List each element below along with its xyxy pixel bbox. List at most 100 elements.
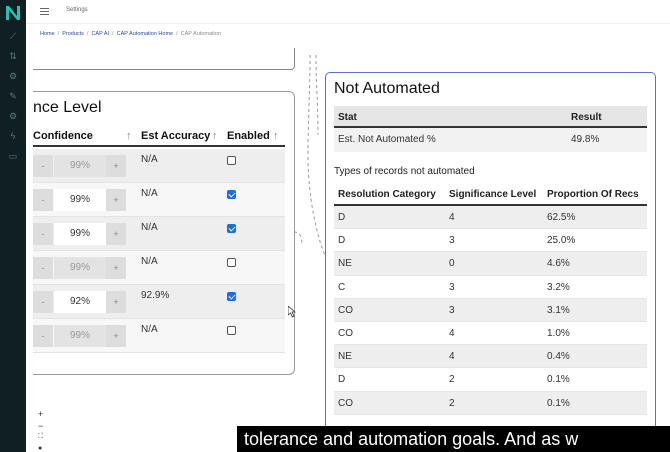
gear-icon[interactable]: ⚙ xyxy=(8,71,18,81)
sort-arrow-icon[interactable]: ↑ xyxy=(126,130,132,142)
table-row: -99% + N/A xyxy=(33,149,285,183)
resolution-category-cell: D xyxy=(338,235,346,247)
table-row: -92% +92.9% xyxy=(33,285,285,319)
est-accuracy-cell: N/A xyxy=(141,154,158,165)
confidence-input[interactable]: 99% xyxy=(54,155,106,177)
accuracy-column-header[interactable]: Est Accuracy xyxy=(141,130,211,142)
increment-button[interactable]: + xyxy=(106,189,126,211)
breadcrumb-cap-ai[interactable]: CAP AI xyxy=(91,31,110,37)
card-icon[interactable]: ▭ xyxy=(8,151,18,161)
resolution-category-cell: CO xyxy=(338,327,353,339)
page-title: Settings xyxy=(66,7,88,13)
proportion-header: Proportion Of Recs xyxy=(547,189,639,200)
proportion-cell: 3.1% xyxy=(547,304,570,316)
resolution-category-cell: NE xyxy=(338,258,352,270)
edge-connector xyxy=(293,55,326,256)
est-accuracy-cell: N/A xyxy=(141,222,158,233)
table-row: CO 4 1.0% xyxy=(334,322,647,346)
result-cell: 49.8% xyxy=(571,134,600,145)
confidence-table-header: Confidence ↑ Est Accuracy ↑ Enabled ↑ xyxy=(33,125,285,147)
increment-button[interactable]: + xyxy=(106,223,126,245)
decrement-button[interactable]: - xyxy=(33,155,53,177)
decrement-button[interactable]: - xyxy=(33,257,53,279)
confidence-level-title: nce Level xyxy=(33,99,102,116)
zoom-out-button[interactable]: − xyxy=(38,421,44,431)
significance-level-cell: 4 xyxy=(449,351,455,363)
settings-icon[interactable]: ⚙ xyxy=(8,111,18,121)
est-accuracy-cell: 92.9% xyxy=(141,290,170,301)
significance-level-cell: 4 xyxy=(449,327,455,339)
enabled-checkbox[interactable] xyxy=(227,258,236,267)
decrement-button[interactable]: - xyxy=(33,223,53,245)
breadcrumb: Home / Products / CAP AI / CAP Automatio… xyxy=(40,31,221,37)
table-row: NE 4 0.4% xyxy=(334,345,647,369)
resolution-category-cell: CO xyxy=(338,397,353,409)
proportion-cell: 0.1% xyxy=(547,397,570,409)
sort-icon[interactable]: ⇅ xyxy=(9,51,17,61)
flash-icon[interactable]: ϟ xyxy=(10,131,16,141)
resolution-category-cell: C xyxy=(338,281,346,293)
table-row: -99% + N/A xyxy=(33,319,285,353)
enabled-checkbox[interactable] xyxy=(227,326,236,335)
proportion-cell: 3.2% xyxy=(547,281,570,293)
est-accuracy-cell: N/A xyxy=(141,256,158,267)
table-row: D 2 0.1% xyxy=(334,368,647,392)
table-row: C 3 3.2% xyxy=(334,276,647,299)
table-row: CO 2 0.1% xyxy=(334,391,647,415)
decrement-button[interactable]: - xyxy=(33,291,53,313)
zoom-in-button[interactable]: + xyxy=(38,409,44,419)
confidence-input[interactable]: 99% xyxy=(54,223,106,245)
decrement-button[interactable]: - xyxy=(33,189,53,211)
increment-button[interactable]: + xyxy=(106,155,126,177)
significance-level-header: Significance Level xyxy=(449,189,537,200)
table-row: -99% + N/A xyxy=(33,183,285,217)
sort-arrow-icon[interactable]: ↑ xyxy=(212,130,218,142)
confidence-input[interactable]: 99% xyxy=(54,257,106,279)
app-logo[interactable] xyxy=(4,4,22,22)
decrement-button[interactable]: - xyxy=(33,325,53,347)
app-sidebar: ⟋ ⇅ ⚙ ✎ ⚙ ϟ ▭ xyxy=(0,0,26,452)
significance-level-cell: 3 xyxy=(449,304,455,316)
enabled-checkbox[interactable] xyxy=(227,190,236,199)
enabled-checkbox[interactable] xyxy=(227,292,236,301)
increment-button[interactable]: + xyxy=(106,291,126,313)
resolution-category-header: Resolution Category xyxy=(338,189,436,200)
confidence-input[interactable]: 92% xyxy=(54,291,106,313)
enabled-checkbox[interactable] xyxy=(227,224,236,233)
breadcrumb-home[interactable]: Home xyxy=(40,31,55,37)
increment-button[interactable]: + xyxy=(106,257,126,279)
upstream-node[interactable] xyxy=(33,48,295,70)
resolution-category-cell: D xyxy=(338,374,346,386)
significance-level-cell: 3 xyxy=(449,235,455,247)
proportion-cell: 25.0% xyxy=(547,235,576,247)
types-label: Types of records not automated xyxy=(334,166,475,177)
significance-level-cell: 2 xyxy=(449,397,455,409)
chart-icon[interactable]: ⟋ xyxy=(9,31,17,41)
enabled-column-header[interactable]: Enabled xyxy=(227,130,270,142)
sort-arrow-icon[interactable]: ↑ xyxy=(273,130,279,142)
resolution-category-cell: D xyxy=(338,212,346,223)
stat-cell: Est. Not Automated % xyxy=(338,134,436,145)
significance-level-cell: 2 xyxy=(449,374,455,386)
confidence-input[interactable]: 99% xyxy=(54,325,106,347)
confidence-input[interactable]: 99% xyxy=(54,189,106,211)
significance-level-cell: 3 xyxy=(449,281,455,293)
enabled-checkbox[interactable] xyxy=(227,156,236,165)
resolution-category-cell: NE xyxy=(338,351,352,363)
proportion-cell: 1.0% xyxy=(547,327,570,339)
significance-level-cell: 4 xyxy=(449,212,455,223)
increment-button[interactable]: + xyxy=(106,325,126,347)
result-header: Result xyxy=(571,112,602,123)
menu-icon[interactable] xyxy=(40,8,49,15)
lock-icon[interactable]: ● xyxy=(38,445,43,452)
confidence-column-header[interactable]: Confidence xyxy=(33,130,93,142)
breadcrumb-cap-automation-home[interactable]: CAP Automation Home xyxy=(116,31,174,37)
pencil-icon[interactable]: ✎ xyxy=(9,91,17,101)
not-automated-title: Not Automated xyxy=(334,80,440,97)
breadcrumb-separator: / xyxy=(112,31,114,37)
table-row: -99% + N/A xyxy=(33,251,285,285)
breadcrumb-products[interactable]: Products xyxy=(62,31,84,37)
breadcrumb-separator: / xyxy=(57,31,60,37)
stat-table: Stat Result Est. Not Automated % 49.8% xyxy=(334,106,647,152)
fit-view-icon[interactable]: ⛶ xyxy=(38,433,43,440)
